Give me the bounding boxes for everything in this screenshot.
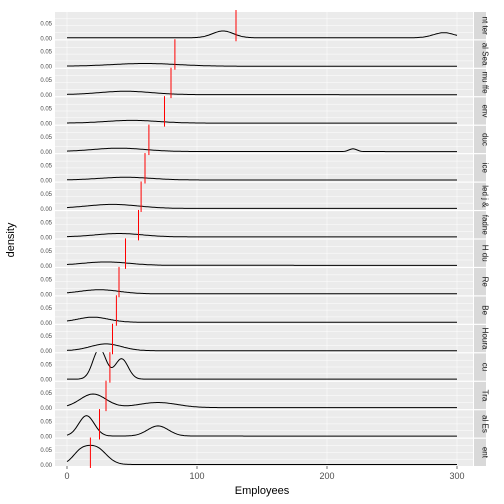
facet-strip-label: al Sea [481,43,490,66]
facet-strip-label: fadne [481,215,490,236]
x-tick-label: 300 [449,471,464,481]
y-tick-label: 0.05 [40,220,52,226]
y-axis-title: density [5,222,17,257]
y-tick-label: 0.05 [40,391,52,397]
y-tick-label: 0.05 [40,334,52,340]
y-tick-label: 0.00 [40,292,52,298]
facet-strip-label: ent [481,447,490,459]
y-tick-label: 0.00 [40,65,52,71]
y-tick-label: 0.00 [40,349,52,355]
y-tick-label: 0.00 [40,321,52,327]
y-tick-label: 0.00 [40,36,52,42]
facet-panels: 0.00 0.05 ent 0.00 0.05 al Es 0.00 0.05 Tra 0.00 0… [40,10,489,469]
y-tick-label: 0.05 [40,306,52,312]
y-tick-label: 0.00 [40,93,52,99]
facet-strip-label: mu ffe [481,71,490,94]
y-tick-label: 0.05 [40,21,52,27]
x-axis: 0 100 200 300 [64,466,464,481]
y-tick-label: 0.00 [40,406,52,412]
y-tick-label: 0.05 [40,135,52,141]
y-tick-label: 0.05 [40,107,52,113]
facet-strip-label: H du [481,245,490,262]
facet-strip-label: env [481,105,490,118]
y-tick-label: 0.00 [40,122,52,128]
facet-strip-label: nt ter [481,17,490,36]
y-tick-label: 0.05 [40,78,52,84]
y-tick-label: 0.00 [40,435,52,441]
facet-strip-label: Houra [481,328,490,350]
y-tick-label: 0.00 [40,150,52,156]
facet-strip-label: ice [481,163,490,174]
y-tick-label: 0.00 [40,378,52,384]
facet-strip-label: Be [481,305,490,315]
y-tick-label: 0.05 [40,420,52,426]
facet-strip-label: led j & [481,185,490,208]
y-tick-label: 0.05 [40,192,52,198]
y-tick-label: 0.00 [40,179,52,185]
x-tick-label: 0 [64,471,69,481]
y-tick-label: 0.05 [40,249,52,255]
y-tick-label: 0.05 [40,50,52,56]
y-tick-label: 0.05 [40,164,52,170]
x-tick-label: 100 [189,471,204,481]
x-tick-label: 200 [319,471,334,481]
facet-strip-label: al Es [481,415,490,433]
y-tick-label: 0.00 [40,264,52,270]
y-tick-label: 0.00 [40,207,52,213]
y-tick-label: 0.00 [40,463,52,469]
facet-strip-label: duc [481,133,490,146]
y-tick-label: 0.05 [40,277,52,283]
y-tick-label: 0.00 [40,235,52,241]
facet-strip-label: Re [481,277,490,288]
y-tick-label: 0.05 [40,363,52,369]
x-axis-title: Employees [235,485,290,497]
y-tick-label: 0.05 [40,448,52,454]
facet-strip-label: cu [481,363,490,371]
facet-strip-label: Tra [481,390,490,402]
